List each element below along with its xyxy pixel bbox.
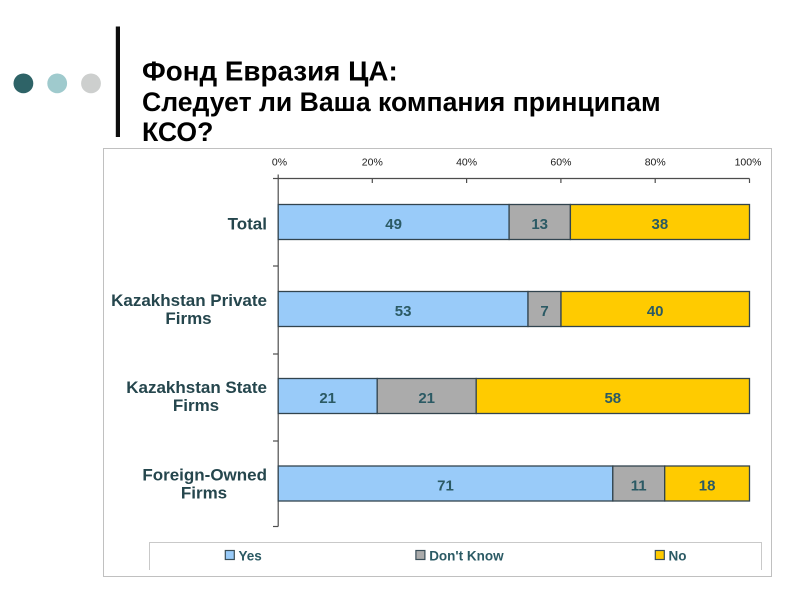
svg-text:Firms: Firms (173, 396, 219, 415)
svg-text:21: 21 (319, 390, 336, 407)
svg-text:49: 49 (385, 216, 402, 233)
svg-text:7: 7 (540, 303, 548, 320)
svg-text:40%: 40% (456, 157, 477, 169)
svg-text:Следует ли Ваша компания принц: Следует ли Ваша компания принципам (142, 87, 661, 117)
svg-text:КСО?: КСО? (142, 117, 213, 147)
svg-text:Firms: Firms (165, 309, 211, 328)
svg-text:0%: 0% (272, 157, 287, 169)
svg-text:Kazakhstan Private: Kazakhstan Private (111, 291, 267, 310)
svg-text:Фонд Евразия ЦА:: Фонд Евразия ЦА: (142, 56, 398, 87)
svg-text:53: 53 (395, 303, 412, 320)
svg-text:Firms: Firms (181, 484, 227, 503)
svg-text:Yes: Yes (239, 549, 262, 564)
svg-text:No: No (669, 549, 687, 564)
svg-text:100%: 100% (735, 157, 762, 169)
svg-text:38: 38 (652, 216, 669, 233)
svg-text:11: 11 (631, 478, 647, 495)
svg-text:Total: Total (228, 215, 267, 234)
svg-text:20%: 20% (362, 157, 383, 169)
svg-text:18: 18 (699, 478, 716, 495)
svg-text:13: 13 (531, 216, 548, 233)
svg-text:80%: 80% (645, 157, 666, 169)
svg-text:60%: 60% (550, 157, 571, 169)
svg-text:21: 21 (418, 390, 435, 407)
svg-text:Foreign-Owned: Foreign-Owned (142, 466, 267, 485)
svg-text:71: 71 (437, 478, 454, 495)
svg-text:40: 40 (647, 303, 664, 320)
svg-text:58: 58 (604, 390, 621, 407)
svg-text:Don't Know: Don't Know (429, 549, 504, 564)
svg-text:Kazakhstan State: Kazakhstan State (126, 378, 267, 397)
